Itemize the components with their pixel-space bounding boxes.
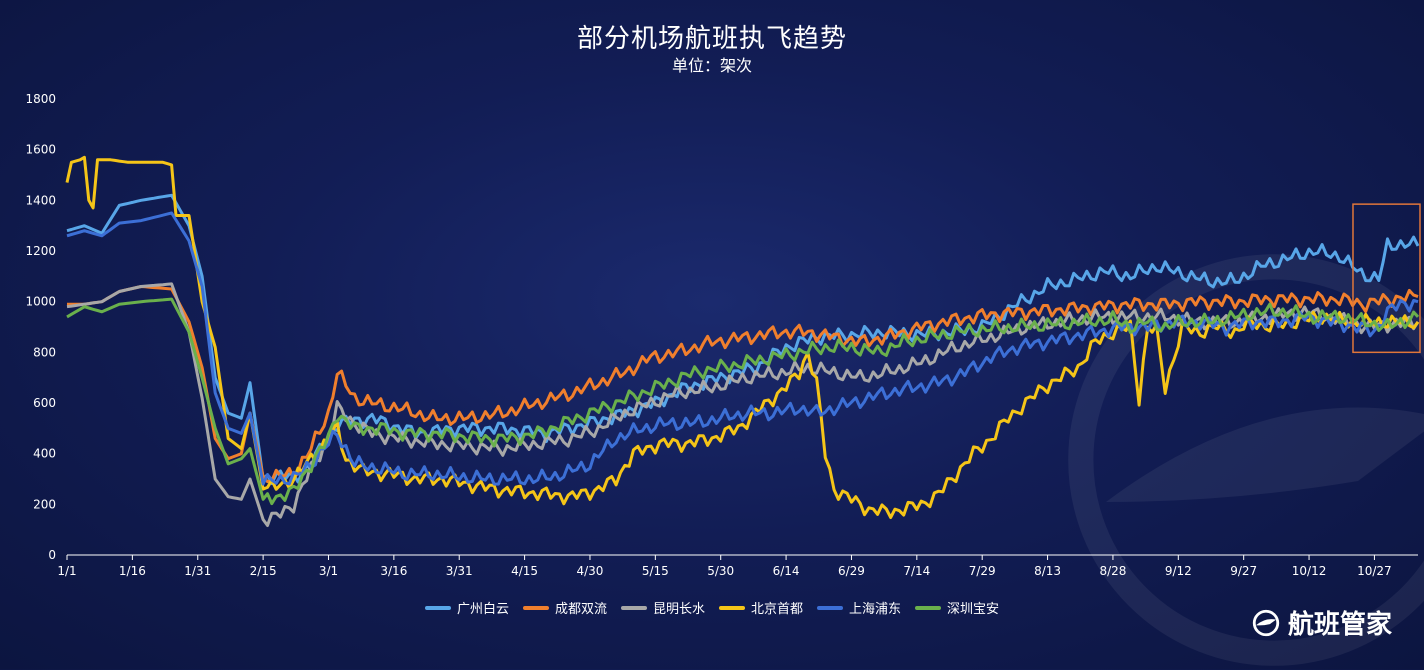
x-tick-label: 6/29 [838, 564, 865, 578]
legend-item[interactable]: 昆明长水 [620, 598, 705, 617]
x-tick-label: 1/16 [119, 564, 146, 578]
x-tick-label: 2/15 [250, 564, 277, 578]
x-tick-label: 7/14 [903, 564, 930, 578]
legend-swatch [424, 605, 451, 610]
x-tick-label: 9/27 [1230, 564, 1257, 578]
y-tick-label: 600 [33, 396, 56, 410]
series-line-2 [67, 285, 1419, 484]
x-tick-label: 5/15 [642, 564, 669, 578]
x-tick-label: 3/16 [380, 564, 407, 578]
legend-label: 北京首都 [751, 602, 804, 617]
legend-swatch [620, 605, 647, 610]
x-tick-label: 10/27 [1357, 564, 1392, 578]
brand-logo: 航班管家 [1252, 604, 1392, 641]
series-line-6 [66, 297, 1420, 506]
legend-label: 昆明长水 [652, 602, 705, 617]
x-tick-label: 4/15 [511, 564, 538, 578]
x-tick-label: 1/1 [57, 564, 76, 578]
series-line-1 [66, 193, 1420, 485]
legend-item[interactable]: 广州白云 [424, 598, 509, 617]
x-tick-label: 1/31 [184, 564, 211, 578]
chart-title: 部分机场航班执飞趋势 [576, 24, 847, 54]
legend-label: 成都双流 [554, 602, 607, 617]
legend-item[interactable]: 深圳宝安 [915, 598, 999, 617]
legend-label: 广州白云 [456, 602, 509, 617]
y-tick-label: 1800 [25, 92, 56, 106]
y-tick-label: 400 [33, 447, 56, 461]
plane-globe-logo-icon [1252, 609, 1280, 636]
y-tick-label: 0 [48, 548, 56, 562]
x-tick-label: 9/12 [1165, 564, 1192, 578]
legend-item[interactable]: 北京首都 [719, 598, 803, 617]
legend-label: 上海浦东 [849, 602, 902, 617]
y-tick-label: 1400 [25, 193, 56, 207]
chart-subtitle: 单位：架次 [671, 56, 752, 75]
legend-swatch [719, 605, 745, 610]
legend-label: 深圳宝安 [947, 602, 1000, 617]
x-tick-label: 10/12 [1292, 564, 1327, 578]
series-line-5 [66, 211, 1419, 486]
chart-legend: 广州白云 成都双流 昆明长水 北京首都 上海浦东 深圳宝安 [0, 598, 1424, 617]
y-tick-label: 800 [33, 345, 56, 359]
legend-swatch [915, 605, 942, 610]
y-tick-label: 1200 [25, 244, 56, 258]
legend-item[interactable]: 成都双流 [522, 598, 607, 617]
legend-swatch [522, 605, 549, 610]
brand-name: 航班管家 [1287, 610, 1392, 640]
series-line-4 [65, 155, 1420, 519]
x-tick-label: 8/13 [1034, 564, 1061, 578]
x-tick-label: 7/29 [969, 564, 996, 578]
y-tick-label: 200 [33, 497, 56, 511]
x-tick-label: 3/1 [319, 564, 338, 578]
x-tick-label: 8/28 [1099, 564, 1126, 578]
x-tick-label: 4/30 [576, 564, 603, 578]
y-tick-label: 1600 [25, 143, 56, 157]
x-tick-label: 6/14 [773, 564, 800, 578]
y-tick-label: 1000 [25, 295, 56, 309]
legend-swatch [817, 605, 844, 610]
x-tick-label: 5/30 [707, 564, 734, 578]
x-tick-label: 3/31 [446, 564, 473, 578]
highlight-box [1352, 203, 1421, 354]
legend-item[interactable]: 上海浦东 [817, 598, 901, 617]
